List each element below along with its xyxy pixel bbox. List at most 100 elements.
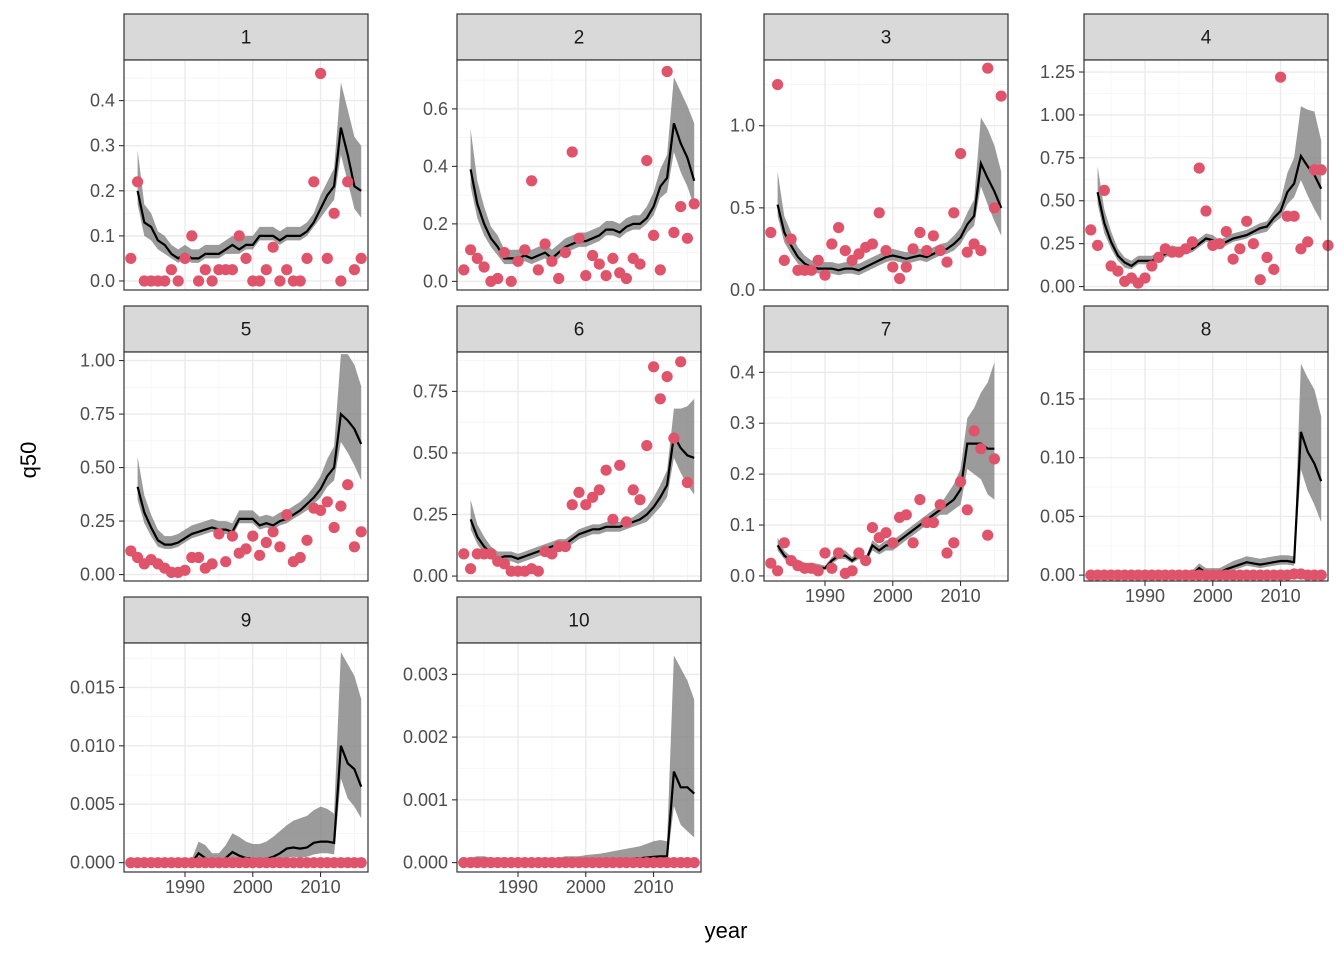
facet-strip-label: 9 <box>241 611 252 632</box>
observation-point <box>546 548 558 560</box>
observation-point <box>301 252 313 264</box>
panel-border <box>456 642 702 873</box>
observation-point <box>1098 184 1110 196</box>
observation-point <box>342 479 354 491</box>
observation-point <box>812 565 824 577</box>
x-axis-title: year <box>705 918 748 943</box>
observation-point <box>907 537 919 549</box>
facet-panel-3: 3 0.0 0.5 1.0 <box>730 13 1009 300</box>
observation-point <box>573 486 585 498</box>
observation-point <box>186 230 198 242</box>
observation-point <box>254 549 266 561</box>
observation-point <box>988 453 1001 465</box>
observation-point <box>220 556 232 568</box>
observation-point <box>1295 243 1307 255</box>
y-tick-label: 0.75 <box>1040 148 1075 168</box>
facet-strip-label: 5 <box>241 320 252 341</box>
observation-point <box>961 246 973 258</box>
facet-strip <box>123 305 369 353</box>
y-tick-label: 0.015 <box>70 677 115 697</box>
y-tick-label: 0.0 <box>90 271 115 291</box>
observation-point <box>335 275 347 287</box>
observation-point <box>812 254 824 266</box>
observation-point <box>274 275 286 287</box>
observation-point <box>681 232 694 244</box>
y-tick-label: 0.25 <box>1040 234 1075 254</box>
observation-point <box>355 526 367 538</box>
facet-strip-label: 2 <box>574 28 585 49</box>
y-tick-label: 1.00 <box>1040 105 1075 125</box>
y-tick-label: 0.25 <box>80 511 115 531</box>
observation-point <box>860 555 872 567</box>
observation-point <box>226 530 238 542</box>
observation-point <box>620 272 633 285</box>
observation-point <box>914 226 926 239</box>
observation-point <box>941 256 953 268</box>
observation-point <box>342 176 354 188</box>
observation-point <box>559 540 572 553</box>
observation-point <box>321 496 333 508</box>
panel-border <box>123 351 369 582</box>
observation-point <box>348 264 360 276</box>
observation-point <box>573 232 585 244</box>
observation-point <box>1092 239 1104 251</box>
y-tick-label: 0.3 <box>730 413 755 433</box>
observation-point <box>1268 263 1280 275</box>
observation-point <box>1180 243 1192 255</box>
observation-point <box>681 476 694 489</box>
facet-strip <box>456 13 702 61</box>
panel-background <box>457 643 701 872</box>
observation-point <box>668 226 680 239</box>
observation-point <box>839 245 851 257</box>
observation-point <box>587 491 599 503</box>
observation-point <box>934 499 946 511</box>
observation-point <box>648 361 660 373</box>
observation-point <box>887 537 899 549</box>
observation-point <box>335 500 347 512</box>
observation-point <box>833 222 845 234</box>
observation-point <box>634 258 646 270</box>
observation-point <box>900 261 912 273</box>
y-tick-label: 0.2 <box>730 464 755 484</box>
observation-point <box>1247 238 1259 250</box>
facet-strip-label: 3 <box>881 28 892 49</box>
observation-point <box>553 272 565 285</box>
observation-point <box>778 254 790 266</box>
y-tick-label: 0.003 <box>403 664 448 684</box>
observation-point <box>193 551 205 564</box>
observation-point <box>948 537 960 549</box>
observation-point <box>1085 224 1097 236</box>
y-tick-label: 0.4 <box>423 156 448 176</box>
observation-point <box>995 90 1007 102</box>
facet-strip-label: 10 <box>568 611 589 632</box>
observation-point <box>1275 71 1287 83</box>
observation-point <box>927 516 940 529</box>
y-tick-label: 0.50 <box>80 458 115 478</box>
observation-point <box>600 464 612 476</box>
observation-point <box>894 272 906 285</box>
facet-panel-5: 5 0.00 0.25 0.50 0.75 1.00 <box>80 305 369 585</box>
x-tick-label: 2000 <box>233 877 273 897</box>
panel-border <box>763 59 1009 291</box>
observation-point <box>688 857 700 869</box>
credible-interval-ribbon <box>470 398 695 564</box>
observation-point <box>1254 274 1266 286</box>
median-line <box>136 127 362 260</box>
x-tick-label: 1990 <box>805 586 845 606</box>
y-tick-label: 0.3 <box>90 136 115 156</box>
observation-point <box>206 558 218 570</box>
y-tick-label: 0.6 <box>423 99 448 119</box>
observation-point <box>267 241 279 253</box>
x-tick-label: 2000 <box>873 586 913 606</box>
observation-point <box>465 563 477 575</box>
observation-point <box>661 371 673 383</box>
observation-point <box>458 548 470 560</box>
observation-point <box>260 536 272 549</box>
observation-point <box>593 258 605 270</box>
observation-point <box>668 432 680 444</box>
observation-point <box>921 245 933 257</box>
observation-point <box>620 516 633 528</box>
observation-point <box>226 264 238 276</box>
observation-point <box>955 476 967 488</box>
facet-strip-label: 1 <box>241 28 252 49</box>
